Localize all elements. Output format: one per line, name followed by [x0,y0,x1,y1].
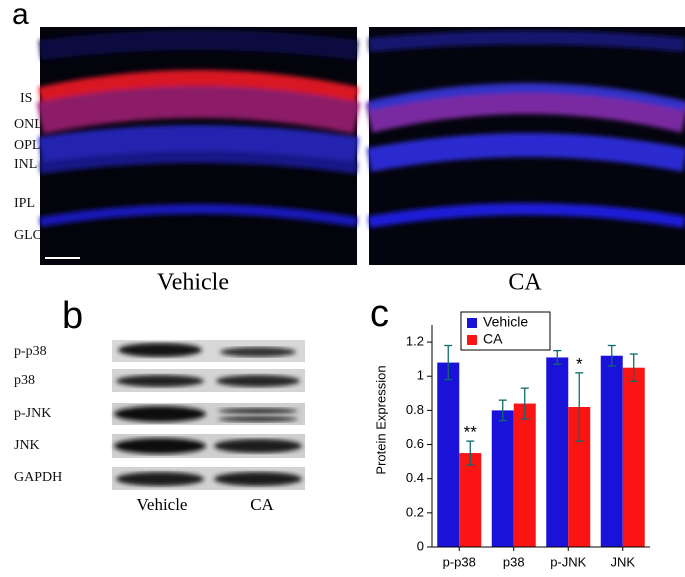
y-axis-label: Protein Expression [373,365,388,474]
lane-label: CA [250,495,274,514]
bar [459,453,482,547]
image-label: CA [508,270,542,296]
layer-label: IS [20,91,32,106]
micrograph-vehicle [36,27,361,265]
western-blot [112,340,305,490]
bar [546,357,569,547]
significance-label: ** [464,423,478,442]
y-tick-label: 0.6 [406,436,424,451]
bar [622,367,645,547]
bar [600,355,623,547]
x-tick-label: p-JNK [550,554,586,569]
panel-label: c [370,293,389,335]
x-tick-label: p38 [503,554,525,569]
image-label: Vehicle [157,270,229,296]
legend-label: CA [483,331,503,347]
y-tick-label: 0.2 [406,504,424,519]
blot-row-label: p-JNK [14,406,51,421]
legend-swatch [467,318,477,328]
blot-row-label: JNK [14,438,40,453]
y-tick-label: 0 [417,538,424,553]
bar [513,403,536,547]
y-tick-label: 1.2 [406,334,424,349]
x-tick-label: p-p38 [443,554,476,569]
bar-chart: 00.20.40.60.811.2***p-p38 p38 p-JNK JNKVehi… [406,311,650,569]
layer-label: OPL [14,138,40,153]
layer-label: INL [14,157,37,172]
x-tick-label: JNK [610,554,635,569]
panel-label: b [62,295,83,337]
y-tick-label: 0.8 [406,402,424,417]
y-tick-label: 0.4 [406,470,424,485]
legend-swatch [467,335,477,345]
bar [491,410,514,547]
blot-row-label: GAPDH [14,470,62,485]
layer-label: IPL [14,196,35,211]
layer-label: GLC [14,228,42,243]
panel-label: a [12,0,29,31]
significance-label: * [576,354,583,373]
micrograph-ca [365,27,685,265]
bar [568,406,591,547]
blot-row-label: p38 [14,373,35,388]
lane-label: Vehicle [137,495,188,514]
blot-row-label: p-p38 [14,344,47,359]
layer-label: ONL [14,117,43,132]
legend-label: Vehicle [483,314,528,330]
bar [437,362,460,547]
y-tick-label: 1 [417,368,424,383]
